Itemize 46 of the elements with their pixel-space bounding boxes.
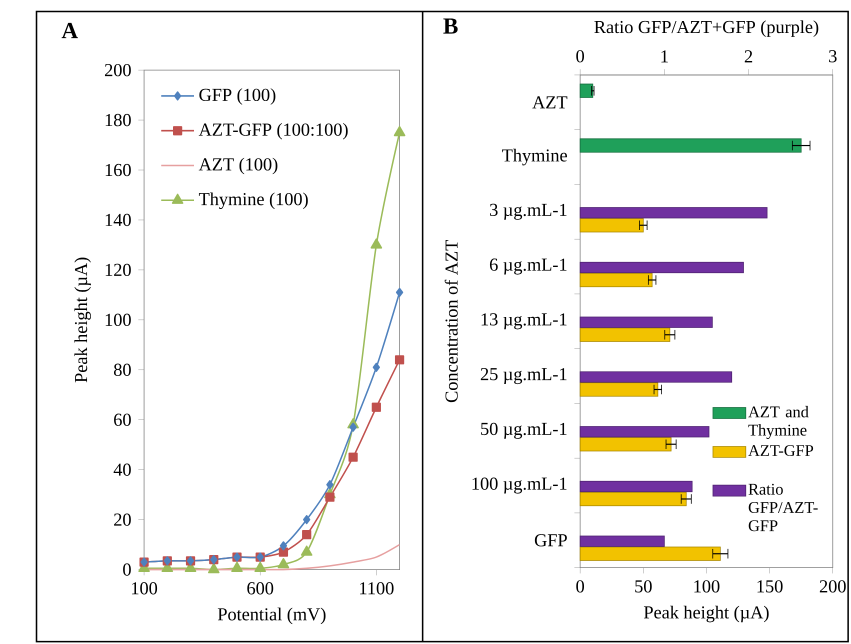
legend-label: AZT (100) xyxy=(198,158,278,174)
x2-tick-label: 2 xyxy=(744,50,752,63)
legend-label: AZT-GFP (100:100) xyxy=(198,123,348,140)
x-tick-label: 600 xyxy=(247,582,274,595)
y-tick-label: 80 xyxy=(114,364,131,376)
x2-axis-title: Ratio GFP/AZT+GFP (purple) xyxy=(594,20,818,38)
x-tick-label: 50 xyxy=(635,580,652,593)
x-tick-label: 100 xyxy=(132,582,158,595)
y-tick-label: 50 µg.mL-1 xyxy=(481,422,566,440)
x2-tick-label: 3 xyxy=(829,50,837,63)
y-axis-title: Peak height (µA) xyxy=(74,258,91,383)
x-axis-title: Potential (mV) xyxy=(218,608,326,624)
chart-title: A xyxy=(62,23,78,38)
x-tick-label: 150 xyxy=(758,580,783,593)
y-tick-label: 160 xyxy=(106,164,131,176)
x-axis-title: Peak height (µA) xyxy=(644,606,769,623)
y-tick-label: GFP xyxy=(534,534,567,547)
legend-label: AZT and Thymine xyxy=(748,406,809,440)
y-tick-label: 25 µg.mL-1 xyxy=(480,368,566,384)
y-tick-label: 13 µg.mL-1 xyxy=(482,314,566,330)
y-axis-title: Concentration of AZT xyxy=(444,240,458,402)
y-tick-label: 60 xyxy=(114,414,131,426)
y-tick-label: AZT xyxy=(532,96,568,109)
x2-tick-label: 0 xyxy=(576,50,584,63)
y-tick-label: 140 xyxy=(106,214,131,226)
legend-label: Thymine (100) xyxy=(198,192,308,210)
legend-label: AZT-GFP xyxy=(748,445,814,456)
y-tick-label: 40 xyxy=(114,464,131,476)
x-tick-label: 200 xyxy=(820,580,846,593)
y-tick-label: 6 µg.mL-1 xyxy=(490,258,567,275)
y-tick-label: 20 xyxy=(114,514,131,526)
x-tick-label: 100 xyxy=(694,580,720,593)
y-tick-label: 200 xyxy=(104,64,131,77)
x-tick-label: 1100 xyxy=(360,582,394,595)
y-tick-label: Thymine xyxy=(502,149,567,166)
x2-tick-label: 1 xyxy=(661,50,668,63)
y-tick-label: 100 µg.mL-1 xyxy=(472,478,566,494)
y-tick-label: 120 xyxy=(106,264,131,276)
chart-title: B xyxy=(443,18,458,34)
x-tick-label: 0 xyxy=(576,580,584,593)
y-tick-label: 100 xyxy=(106,314,131,326)
legend-label: Ratio GFP/AZT-GFP xyxy=(748,484,818,532)
y-tick-label: 3 µg.mL-1 xyxy=(490,204,567,220)
legend-label: GFP (100) xyxy=(199,88,276,105)
y-tick-label: 0 xyxy=(123,564,131,576)
y-tick-label: 180 xyxy=(106,114,131,126)
